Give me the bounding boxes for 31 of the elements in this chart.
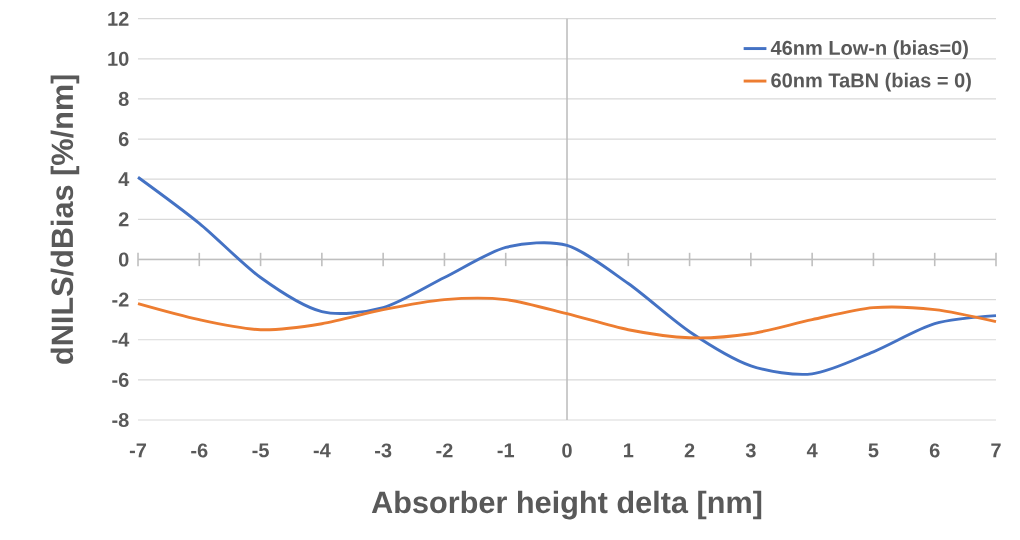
x-tick-label: 1: [623, 443, 634, 458]
x-tick-label: -6: [191, 443, 208, 458]
y-tick-label: 8: [118, 91, 129, 107]
y-tick-label: 4: [118, 172, 130, 187]
x-tick-label: -3: [375, 443, 392, 458]
x-axis-title: Absorber height delta [nm]: [371, 490, 762, 520]
y-tick-label: 0: [118, 252, 129, 267]
line-series: [136, 175, 998, 376]
x-tick-label: 2: [684, 443, 695, 458]
y-tick-label: 12: [108, 11, 129, 26]
x-tick-label: 0: [562, 443, 572, 458]
y-tick-label: -8: [112, 412, 129, 428]
x-tick-label: -2: [436, 443, 453, 458]
x-tick-label: -4: [313, 443, 331, 458]
x-tick-label: 4: [806, 443, 818, 458]
x-tick-label: -5: [252, 443, 269, 458]
x-tick-label: -7: [129, 443, 147, 458]
y-tick-label: -6: [112, 372, 129, 387]
legend-label: 60nm TaBN (bias = 0): [771, 72, 971, 92]
y-tick-label: 10: [108, 51, 129, 66]
x-tick-label: 7: [991, 443, 1001, 458]
legend-label: 46nm Low-n (bias=0): [770, 40, 968, 59]
x-tick-label: 3: [745, 443, 756, 458]
y-tick-label: 6: [118, 131, 129, 147]
x-tick-label: 6: [929, 443, 940, 458]
y-tick-label: 2: [118, 212, 129, 227]
x-tick-label: 5: [868, 443, 879, 458]
y-tick-label: -2: [112, 292, 129, 307]
y-tick-label: -4: [112, 332, 130, 347]
x-tick-label: -1: [497, 443, 515, 458]
y-axis-title: dNILS/dBias [%/nm]: [50, 75, 80, 364]
